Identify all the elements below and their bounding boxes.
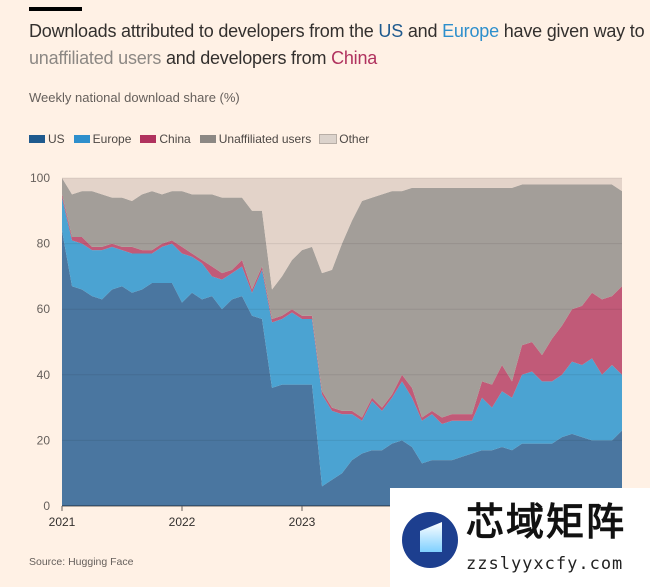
- title-europe: Europe: [442, 21, 499, 41]
- title-us: US: [378, 21, 404, 41]
- y-tick-label: 20: [37, 433, 51, 447]
- chart-title: Downloads attributed to developers from …: [29, 21, 645, 68]
- legend-item-europe: Europe: [73, 132, 132, 146]
- y-tick-label: 100: [30, 171, 50, 185]
- x-tick-label: 2022: [169, 515, 196, 529]
- legend-swatch: [29, 135, 45, 143]
- area-unaffiliated-users: [62, 178, 622, 418]
- title-unaffiliated: unaffiliated users: [29, 48, 162, 68]
- legend-label: Unaffiliated users: [218, 132, 312, 146]
- legend-item-china: China: [140, 132, 191, 146]
- legend-swatch: [319, 134, 338, 144]
- y-tick-label: 60: [37, 302, 51, 316]
- legend-swatch: [73, 135, 90, 143]
- legend-label: US: [48, 132, 65, 146]
- y-tick-label: 40: [37, 368, 51, 382]
- watermark: 芯域矩阵 zzslyyxcfy.com: [390, 488, 650, 587]
- y-tick-label: 80: [37, 237, 51, 251]
- area-other: [62, 178, 622, 290]
- title-china: China: [331, 48, 378, 68]
- chart-subtitle: Weekly national download share (%): [29, 90, 240, 105]
- area-europe: [62, 197, 622, 487]
- legend-label: Europe: [92, 132, 132, 146]
- legend-item-us: US: [29, 132, 65, 146]
- watermark-logo-icon: [402, 512, 458, 568]
- legend-swatch: [199, 135, 216, 143]
- legend-label: China: [159, 132, 191, 146]
- y-tick-label: 0: [43, 499, 50, 513]
- watermark-text: 芯域矩阵: [466, 500, 627, 544]
- legend-item-other: Other: [319, 132, 370, 146]
- source-note: Source: Hugging Face: [29, 556, 134, 568]
- x-tick-label: 2021: [49, 515, 76, 529]
- legend-swatch: [140, 135, 157, 143]
- legend-item-unaffiliated-users: Unaffiliated users: [199, 132, 312, 146]
- legend: US Europe China Unaffiliated users Other: [29, 132, 372, 146]
- watermark-url: zzslyyxcfy.com: [466, 554, 624, 574]
- header-rule: [29, 7, 82, 11]
- x-tick-label: 2023: [289, 515, 316, 529]
- legend-label: Other: [339, 132, 370, 146]
